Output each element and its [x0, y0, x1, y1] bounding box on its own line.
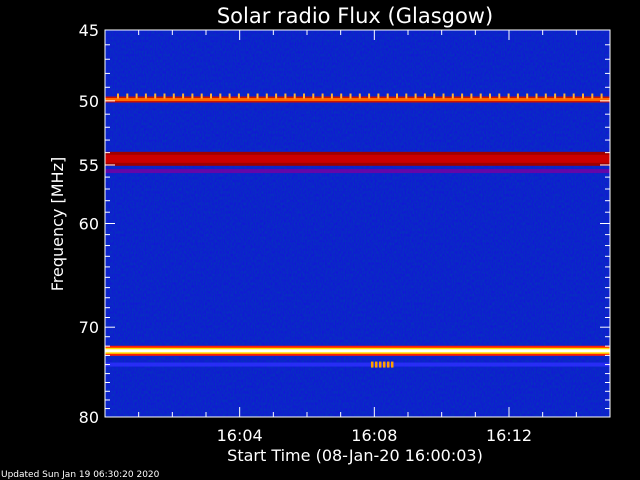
band-spike	[479, 93, 482, 99]
band-spike	[591, 93, 594, 99]
x-tick-label: 16:04	[217, 426, 263, 445]
axes: 45 50 55 60 70 80 16:04 16:08 16:12	[79, 21, 611, 445]
weak-band-3	[105, 169, 610, 174]
x-tick-label: 16:08	[351, 426, 397, 445]
band-spike	[600, 93, 603, 99]
band-spike	[237, 93, 240, 99]
band-spike	[144, 93, 147, 99]
weak-band-4	[105, 362, 610, 367]
burst-dot	[390, 361, 394, 368]
band-spike	[210, 93, 212, 99]
spectrogram-plot	[105, 30, 610, 417]
band-spike	[516, 93, 519, 99]
band-spike	[275, 93, 278, 99]
band-spike	[507, 93, 510, 99]
band-spike	[535, 93, 538, 99]
band-core-2	[105, 349, 610, 353]
band-spike	[358, 93, 361, 99]
y-tick-label: 70	[79, 318, 99, 337]
band-spike	[191, 93, 194, 99]
chart-title: Solar radio Flux (Glasgow)	[217, 4, 493, 28]
band-spike	[330, 93, 333, 99]
band-spike	[154, 93, 157, 99]
band-core-0	[105, 98, 610, 102]
burst-dot	[370, 361, 374, 368]
burst-dot	[374, 361, 378, 368]
band-spike	[461, 93, 464, 99]
band-spike	[312, 93, 315, 99]
band-spike	[442, 93, 445, 99]
band-spike	[321, 93, 324, 99]
band-spike	[368, 93, 371, 99]
burst-dot	[378, 361, 382, 368]
band-spike	[554, 93, 557, 99]
band-spike	[293, 93, 296, 99]
y-tick-label: 55	[79, 156, 99, 175]
band-spike	[544, 93, 547, 99]
y-tick-label: 80	[79, 408, 99, 427]
band-spike	[256, 93, 259, 99]
band-spike	[470, 93, 473, 99]
band-spike	[572, 93, 575, 99]
band-spike	[396, 93, 398, 99]
band-spike	[247, 93, 250, 99]
y-tick-label: 60	[79, 215, 99, 234]
band-spike	[228, 93, 231, 99]
band-spike	[563, 93, 566, 99]
band-spike	[433, 93, 436, 99]
band-spike	[163, 93, 166, 99]
band-spike	[135, 93, 138, 99]
y-axis-label: Frequency [MHz]	[48, 157, 67, 291]
y-tick-label: 45	[79, 21, 99, 40]
x-tick-label: 16:12	[486, 426, 532, 445]
y-tick-label: 50	[79, 92, 99, 111]
band-spike	[182, 93, 185, 99]
band-spike	[386, 93, 389, 99]
band-spike	[414, 93, 417, 99]
band-spike	[582, 93, 584, 99]
band-spike	[200, 93, 203, 99]
band-spike	[172, 93, 175, 99]
band-core-1	[105, 154, 610, 163]
band-spike	[498, 93, 501, 99]
band-spike	[526, 93, 529, 99]
band-spike	[349, 93, 352, 99]
x-axis-label: Start Time (08-Jan-20 16:00:03)	[227, 446, 483, 465]
band-spike	[451, 93, 454, 99]
update-timestamp: Updated Sun Jan 19 06:30:20 2020	[1, 470, 160, 480]
band-spike	[117, 93, 119, 99]
spectrogram-features	[105, 93, 610, 368]
band-spike	[405, 93, 408, 99]
band-spike	[219, 93, 222, 99]
band-spike	[340, 93, 343, 99]
band-spike	[284, 93, 287, 99]
band-spike	[377, 93, 380, 99]
spectrogram-noise	[105, 30, 610, 417]
band-spike	[265, 93, 268, 99]
burst-dot	[382, 361, 386, 368]
band-spike	[423, 93, 426, 99]
band-spike	[489, 93, 491, 99]
burst-dot	[386, 361, 390, 368]
band-spike	[303, 93, 305, 99]
band-spike	[126, 93, 129, 99]
